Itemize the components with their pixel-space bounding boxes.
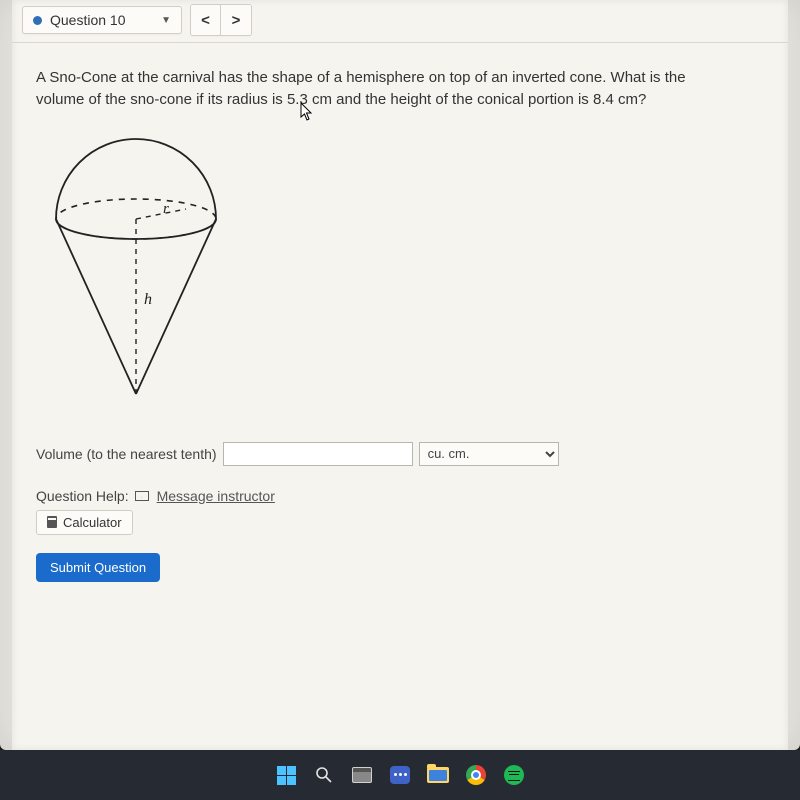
spotify-icon	[504, 765, 524, 785]
start-button[interactable]	[272, 761, 300, 789]
chrome-icon	[466, 765, 486, 785]
question-prompt: A Sno-Cone at the carnival has the shape…	[36, 67, 736, 111]
sno-cone-diagram: r h	[36, 129, 236, 409]
calculator-button[interactable]: Calculator	[36, 510, 133, 535]
chat-button[interactable]	[386, 761, 414, 789]
taskview-icon	[352, 767, 372, 783]
status-dot-icon	[33, 16, 42, 25]
next-question-button[interactable]: >	[221, 5, 251, 35]
message-instructor-link[interactable]: Message instructor	[157, 488, 275, 504]
answer-row: Volume (to the nearest tenth) cu. cm.	[36, 442, 764, 466]
search-icon	[315, 766, 333, 784]
question-label: Question 10	[50, 12, 161, 28]
windows-logo-icon	[277, 766, 296, 785]
question-navbar: Question 10 ▼ < >	[12, 0, 788, 43]
r-label: r	[163, 201, 169, 217]
help-label: Question Help:	[36, 488, 129, 504]
taskview-button[interactable]	[348, 761, 376, 789]
answer-label: Volume (to the nearest tenth)	[36, 446, 217, 462]
search-button[interactable]	[310, 761, 338, 789]
prev-question-button[interactable]: <	[191, 5, 221, 35]
prev-next-group: < >	[190, 4, 252, 36]
submit-question-button[interactable]: Submit Question	[36, 553, 160, 582]
chrome-button[interactable]	[462, 761, 490, 789]
calculator-icon	[47, 516, 57, 528]
spotify-button[interactable]	[500, 761, 528, 789]
folder-icon	[427, 767, 449, 783]
question-help-row: Question Help: Message instructor	[36, 488, 764, 504]
taskbar	[0, 750, 800, 800]
unit-select[interactable]: cu. cm.	[419, 442, 559, 466]
calculator-label: Calculator	[63, 515, 122, 530]
question-dropdown[interactable]: Question 10 ▼	[22, 6, 182, 34]
h-label: h	[144, 291, 152, 308]
mail-icon	[135, 491, 149, 501]
caret-down-icon: ▼	[161, 15, 171, 26]
question-body: A Sno-Cone at the carnival has the shape…	[12, 43, 788, 592]
volume-input[interactable]	[223, 442, 413, 466]
chat-icon	[390, 766, 410, 784]
file-explorer-button[interactable]	[424, 761, 452, 789]
